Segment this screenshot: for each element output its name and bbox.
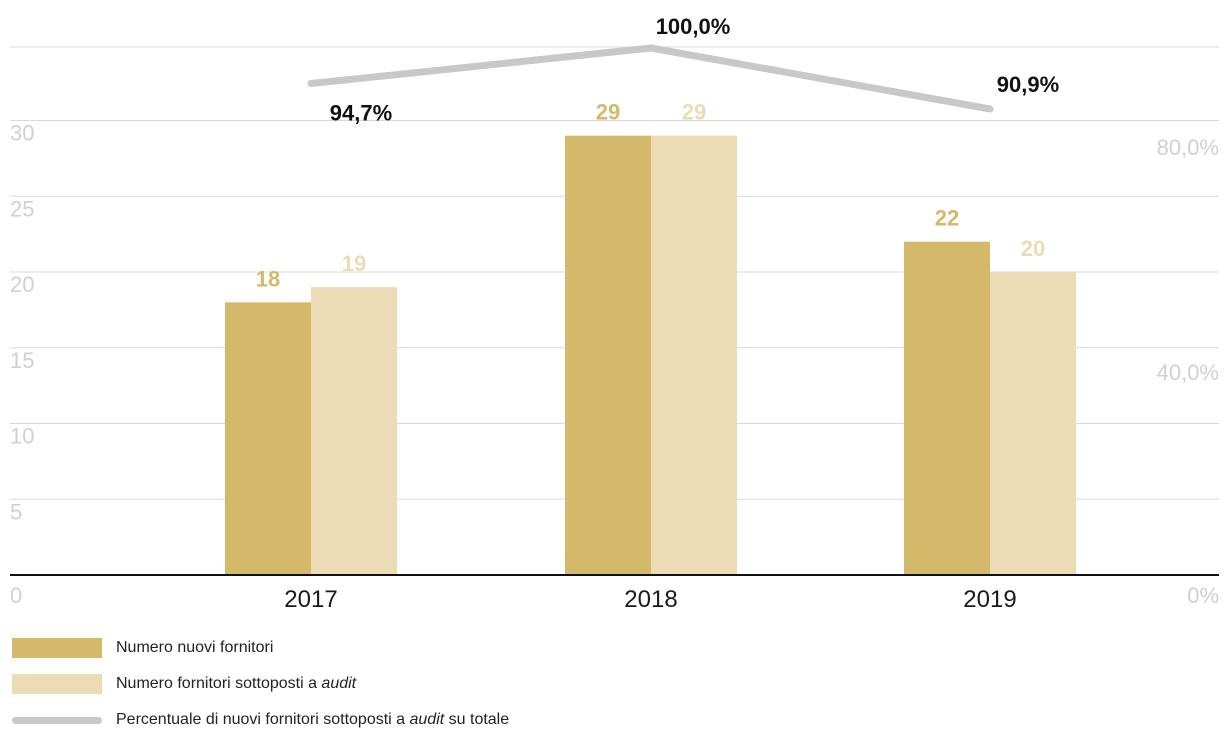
legend-swatch-new-suppliers	[12, 638, 102, 658]
chart-svg: 0 5 10 15 20 25 30 0% 40,0% 80,0% 18 19 2017 29 29 2018…	[10, 14, 1219, 613]
category-label: 2017	[284, 586, 337, 613]
data-label-new-suppliers: 18	[256, 266, 280, 291]
y-tick-label: 0	[10, 583, 22, 608]
y-tick-label: 25	[10, 196, 34, 221]
legend-label-audit-percentage: Percentuale di nuovi fornitori sottopost…	[116, 711, 510, 728]
legend: Numero nuovi fornitori Numero fornitori …	[12, 630, 509, 738]
legend-label-audited-suppliers: Numero fornitori sottoposti a audit	[116, 675, 357, 692]
category-label: 2018	[624, 586, 677, 613]
data-label-new-suppliers: 22	[935, 206, 959, 231]
bar-audited-suppliers	[990, 272, 1076, 575]
legend-label-new-suppliers: Numero nuovi fornitori	[116, 639, 274, 656]
bar-new-suppliers	[225, 302, 311, 575]
data-label-new-suppliers: 29	[596, 100, 620, 125]
data-label-audited-suppliers: 19	[342, 251, 366, 276]
legend-item-new-suppliers: Numero nuovi fornitori	[12, 630, 509, 666]
y-tick-label: 15	[10, 348, 34, 373]
legend-item-audit-percentage: Percentuale di nuovi fornitori sottopost…	[12, 702, 509, 738]
legend-swatch-audit-percentage	[12, 716, 102, 724]
y-tick-label: 20	[10, 272, 34, 297]
y2-tick-label: 0%	[1187, 583, 1219, 608]
data-label-audit-percentage: 100,0%	[656, 14, 731, 39]
legend-swatch-audited-suppliers	[12, 674, 102, 694]
bar-new-suppliers	[904, 241, 990, 575]
data-label-audited-suppliers: 20	[1021, 236, 1045, 261]
legend-item-audited-suppliers: Numero fornitori sottoposti a audit	[12, 666, 509, 702]
data-label-audit-percentage: 90,9%	[997, 72, 1059, 97]
line-audit-percentage	[307, 44, 994, 113]
category-label: 2019	[963, 586, 1016, 613]
y-tick-label: 30	[10, 121, 34, 146]
bar-new-suppliers	[565, 135, 651, 575]
bar-audited-suppliers	[651, 135, 737, 575]
y2-tick-label: 80,0%	[1157, 135, 1219, 160]
y-tick-label: 10	[10, 424, 34, 449]
bar-audited-suppliers	[311, 287, 397, 575]
data-label-audited-suppliers: 29	[682, 100, 706, 125]
y-tick-label: 5	[10, 499, 22, 524]
data-label-audit-percentage: 94,7%	[330, 101, 392, 126]
y2-tick-label: 40,0%	[1157, 360, 1219, 385]
